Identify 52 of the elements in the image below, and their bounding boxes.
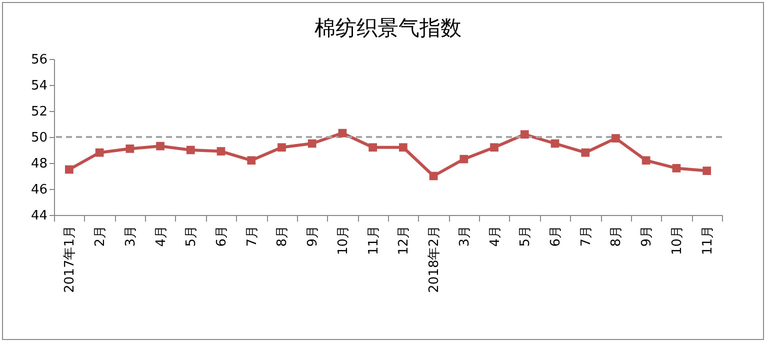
y-tick-label: 44: [30, 208, 48, 224]
x-tick-label: 6月: [214, 226, 230, 247]
x-tick-label: 3月: [123, 226, 138, 247]
x-tick-label: 4月: [154, 226, 169, 247]
chart-title: 棉纺织景气指数: [314, 16, 462, 40]
y-tick-label: 50: [30, 130, 48, 146]
x-tick-label: 4月: [488, 226, 503, 247]
point: [672, 164, 681, 172]
point: [126, 144, 134, 153]
x-tick-label: 10月: [670, 226, 685, 256]
point: [186, 146, 195, 154]
y-tick-label: 56: [30, 52, 48, 68]
y-tick-label: 52: [30, 104, 48, 120]
x-tick-label: 2018年2月: [427, 226, 442, 293]
point: [520, 130, 529, 139]
x-tick-label: 5月: [518, 226, 534, 247]
y-tick-label: 48: [30, 156, 48, 172]
point: [368, 143, 377, 152]
x-tick-label: 2017年1月: [62, 226, 78, 293]
point: [216, 147, 226, 156]
point: [399, 143, 408, 152]
point: [65, 165, 74, 174]
x-tick-label: 9月: [306, 226, 321, 247]
point: [612, 134, 620, 142]
x-tick-label: 12月: [396, 226, 412, 256]
x-tick-label: 8月: [275, 226, 290, 247]
point: [550, 139, 560, 148]
point: [429, 172, 438, 180]
point: [95, 148, 104, 157]
y-tick-label: 46: [30, 182, 48, 198]
x-tick-label: 5月: [184, 226, 200, 247]
y-tick-label: 54: [30, 78, 48, 94]
x-tick-label: 11月: [700, 226, 716, 256]
x-tick-label: 7月: [244, 226, 260, 247]
point: [156, 142, 164, 150]
x-tick-label: 3月: [457, 226, 472, 247]
x-tick-label: 10月: [336, 226, 351, 256]
x-tick-label: 2月: [93, 226, 108, 247]
point: [247, 156, 256, 165]
x-tick-label: 7月: [578, 226, 594, 247]
point: [338, 128, 347, 138]
point: [490, 143, 498, 152]
x-tick-label: 9月: [640, 226, 655, 247]
x-tick-label: 8月: [609, 226, 624, 247]
x-tick-label: 11月: [366, 226, 382, 256]
point: [278, 143, 286, 152]
point: [460, 154, 468, 164]
point: [581, 148, 590, 157]
point: [642, 156, 650, 165]
point: [308, 139, 316, 148]
point: [702, 166, 711, 175]
x-tick-label: 6月: [548, 226, 564, 247]
